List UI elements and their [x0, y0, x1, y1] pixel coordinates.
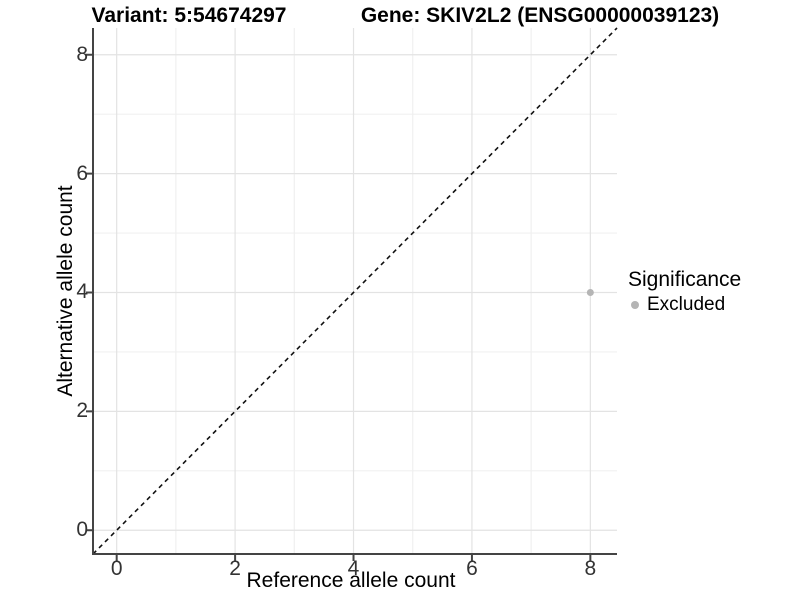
y-tick-label: 8 — [76, 42, 88, 66]
legend-item-label: Excluded — [647, 294, 726, 315]
x-tick-label: 0 — [110, 557, 123, 580]
excluded-point-icon — [631, 300, 639, 309]
legend-item-excluded: Excluded — [628, 293, 741, 316]
x-tick-label: 2 — [229, 557, 241, 580]
plot-title-variant: Variant: 5:54674297 — [91, 4, 287, 27]
identity-dashed-line — [92, 27, 618, 555]
x-tick-label: 6 — [466, 557, 478, 580]
y-tick-label: 0 — [76, 518, 88, 542]
y-tick-label: 6 — [76, 161, 88, 185]
data-point — [586, 288, 594, 296]
plot-title-gene: Gene: SKIV2L2 (ENSG00000039123) — [360, 4, 720, 27]
x-tick-label: 4 — [347, 557, 360, 580]
legend-title: Significance — [628, 268, 742, 291]
y-tick-label: 2 — [76, 399, 88, 423]
y-tick-label: 4 — [76, 280, 88, 304]
x-tick-label: 8 — [584, 557, 597, 580]
x-axis-title: Reference allele count — [246, 569, 456, 592]
y-axis-title: Alternative allele count — [54, 185, 77, 397]
legend: Significance Excluded — [628, 268, 741, 316]
